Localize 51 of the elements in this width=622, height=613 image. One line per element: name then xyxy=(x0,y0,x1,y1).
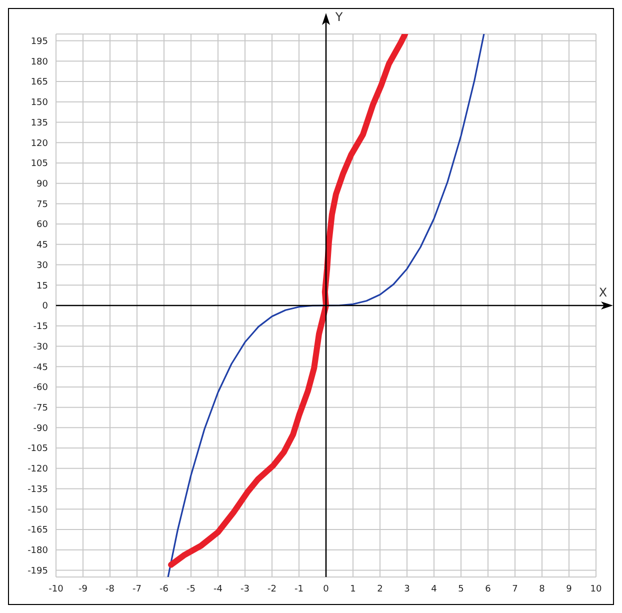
y-tick-label: -120 xyxy=(28,464,48,475)
y-tick-label: -90 xyxy=(33,424,48,434)
y-tick-label: -45 xyxy=(33,362,48,373)
y-tick-label: 135 xyxy=(30,118,48,128)
x-tick-label: -6 xyxy=(160,584,169,594)
y-tick-label: 45 xyxy=(36,240,48,251)
x-tick-label: 0 xyxy=(323,584,330,594)
x-tick-label: -7 xyxy=(132,584,142,594)
x-axis-title: X xyxy=(598,286,608,300)
y-tick-label: -195 xyxy=(28,566,48,576)
x-tick-label: 10 xyxy=(590,584,602,594)
x-tick-label: -4 xyxy=(214,584,223,594)
y-tick-label: 150 xyxy=(30,98,48,108)
x-tick-label: -2 xyxy=(268,584,276,594)
y-tick-label: 15 xyxy=(36,281,48,292)
y-tick-label: -135 xyxy=(28,484,48,495)
x-tick-label: 5 xyxy=(458,584,464,594)
y-tick-label: 165 xyxy=(30,78,48,88)
x-tick-label: -9 xyxy=(78,584,88,594)
y-tick-label: 0 xyxy=(42,302,48,312)
line-series xyxy=(167,34,485,577)
y-tick-label: 195 xyxy=(30,36,48,47)
x-tick-label: 6 xyxy=(485,584,492,594)
y-tick-label: -75 xyxy=(33,404,48,414)
x-tick-label: 4 xyxy=(431,584,438,594)
x-tick-label: -10 xyxy=(48,584,64,594)
x-tick-label: -8 xyxy=(106,584,115,594)
y-tick-label: -165 xyxy=(28,526,48,536)
y-tick-label: -180 xyxy=(28,546,48,556)
y-tick-label: 180 xyxy=(30,57,48,68)
y-tick-label: -60 xyxy=(33,383,48,394)
y-tick-label: -15 xyxy=(33,322,48,332)
x-tick-label: -5 xyxy=(186,584,196,594)
y-tick-label: -30 xyxy=(33,342,48,352)
y-axis-title: Y xyxy=(334,10,344,24)
y-tick-label: -105 xyxy=(28,444,48,454)
y-tick-label: 75 xyxy=(36,200,48,210)
y-tick-label: 120 xyxy=(30,138,48,149)
x-tick-label: 1 xyxy=(350,584,356,594)
y-tick-label: 105 xyxy=(30,159,48,170)
x-tick-label: 9 xyxy=(566,584,572,594)
y-tick-label: 90 xyxy=(36,180,48,190)
x-tick-label: 2 xyxy=(377,584,383,594)
x-tick-label: 7 xyxy=(512,584,518,594)
x-tick-label: -3 xyxy=(240,584,250,594)
x-tick-label: 8 xyxy=(539,584,546,594)
y-tick-label: -150 xyxy=(28,505,48,516)
x-tick-label: 3 xyxy=(404,584,410,594)
y-tick-label: 60 xyxy=(36,220,48,230)
y-tick-label: 30 xyxy=(36,260,48,271)
x-tick-label: -1 xyxy=(294,584,304,594)
